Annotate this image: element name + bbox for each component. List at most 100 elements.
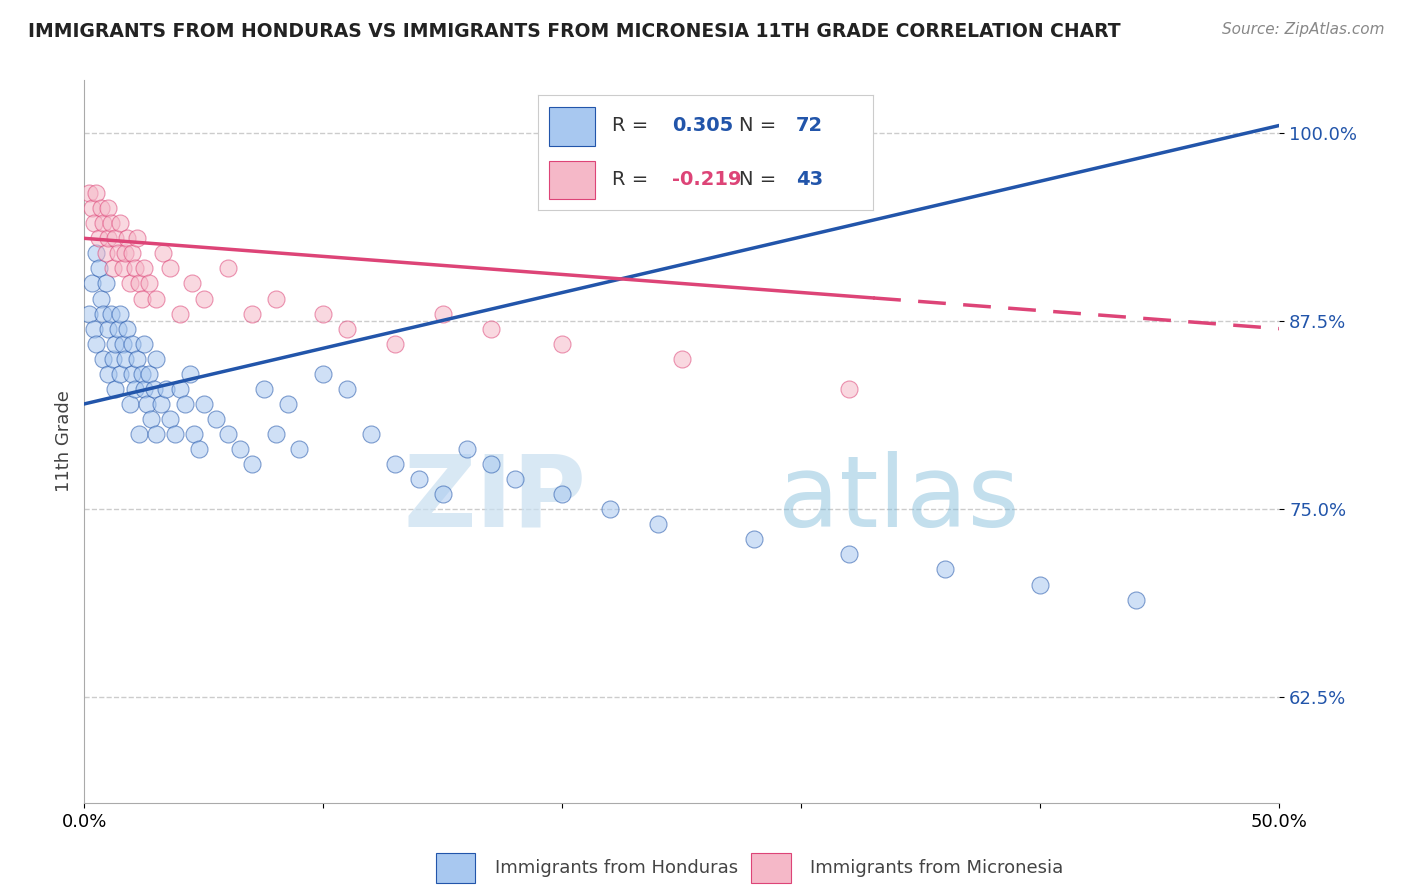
Point	[253, 382, 276, 396]
Point	[121, 367, 143, 381]
Point	[90, 201, 112, 215]
Point	[432, 487, 454, 501]
Point	[165, 427, 187, 442]
Point	[121, 336, 143, 351]
Point	[229, 442, 252, 456]
Point	[142, 382, 165, 396]
Point	[503, 472, 526, 486]
Point	[124, 261, 146, 276]
Point	[107, 321, 129, 335]
Point	[118, 397, 141, 411]
Point	[117, 321, 139, 335]
Point	[169, 307, 191, 321]
Point	[1029, 577, 1052, 591]
Point	[118, 277, 141, 291]
Point	[1125, 592, 1147, 607]
Point	[111, 261, 134, 276]
Point	[93, 307, 115, 321]
Point	[87, 261, 110, 276]
Point	[135, 397, 157, 411]
Point	[97, 201, 120, 215]
Point	[101, 261, 124, 276]
Point	[193, 397, 215, 411]
Text: Source: ZipAtlas.com: Source: ZipAtlas.com	[1222, 22, 1385, 37]
Point	[83, 321, 105, 335]
Point	[138, 367, 160, 381]
Point	[149, 397, 172, 411]
Point	[80, 277, 103, 291]
Point	[360, 427, 382, 442]
Point	[336, 321, 359, 335]
Point	[145, 427, 167, 442]
Point	[125, 351, 148, 366]
Point	[83, 216, 105, 230]
Point	[111, 336, 134, 351]
Point	[97, 367, 120, 381]
Point	[97, 321, 120, 335]
Point	[128, 427, 150, 442]
Point	[647, 517, 669, 532]
Point	[97, 231, 120, 245]
Point	[125, 231, 148, 245]
Point	[456, 442, 478, 456]
Point	[110, 367, 132, 381]
Text: ZIP: ZIP	[404, 450, 586, 548]
Point	[77, 186, 100, 201]
Text: IMMIGRANTS FROM HONDURAS VS IMMIGRANTS FROM MICRONESIA 11TH GRADE CORRELATION CH: IMMIGRANTS FROM HONDURAS VS IMMIGRANTS F…	[28, 22, 1121, 41]
Point	[104, 231, 127, 245]
Point	[179, 367, 201, 381]
Point	[124, 382, 146, 396]
Point	[479, 457, 502, 471]
Point	[432, 307, 454, 321]
Point	[114, 246, 136, 260]
Point	[934, 562, 956, 576]
Point	[742, 533, 765, 547]
Point	[104, 382, 127, 396]
Point	[90, 292, 112, 306]
Point	[100, 216, 122, 230]
Point	[188, 442, 211, 456]
Point	[336, 382, 359, 396]
Point	[671, 351, 693, 366]
Point	[551, 336, 574, 351]
Point	[838, 548, 860, 562]
Point	[87, 231, 110, 245]
Y-axis label: 11th Grade: 11th Grade	[55, 391, 73, 492]
Point	[217, 427, 239, 442]
Point	[264, 292, 287, 306]
Point	[132, 382, 156, 396]
Point	[131, 292, 153, 306]
Point	[141, 412, 163, 426]
Point	[479, 321, 502, 335]
Point	[117, 231, 139, 245]
Point	[128, 277, 150, 291]
Point	[599, 502, 621, 516]
Point	[384, 336, 406, 351]
Point	[132, 336, 156, 351]
Point	[838, 382, 860, 396]
Point	[193, 292, 215, 306]
Point	[145, 351, 167, 366]
Point	[94, 277, 117, 291]
Point	[240, 457, 263, 471]
Point	[159, 261, 181, 276]
Point	[408, 472, 430, 486]
Point	[131, 367, 153, 381]
Point	[288, 442, 311, 456]
Point	[94, 246, 117, 260]
Point	[240, 307, 263, 321]
Point	[145, 292, 167, 306]
Point	[169, 382, 191, 396]
Point	[101, 351, 124, 366]
Text: atlas: atlas	[778, 450, 1019, 548]
Point	[181, 277, 204, 291]
Point	[77, 307, 100, 321]
Point	[173, 397, 195, 411]
Point	[312, 307, 335, 321]
Point	[384, 457, 406, 471]
Point	[277, 397, 299, 411]
Point	[155, 382, 177, 396]
Point	[551, 487, 574, 501]
Point	[93, 216, 115, 230]
Point	[152, 246, 174, 260]
